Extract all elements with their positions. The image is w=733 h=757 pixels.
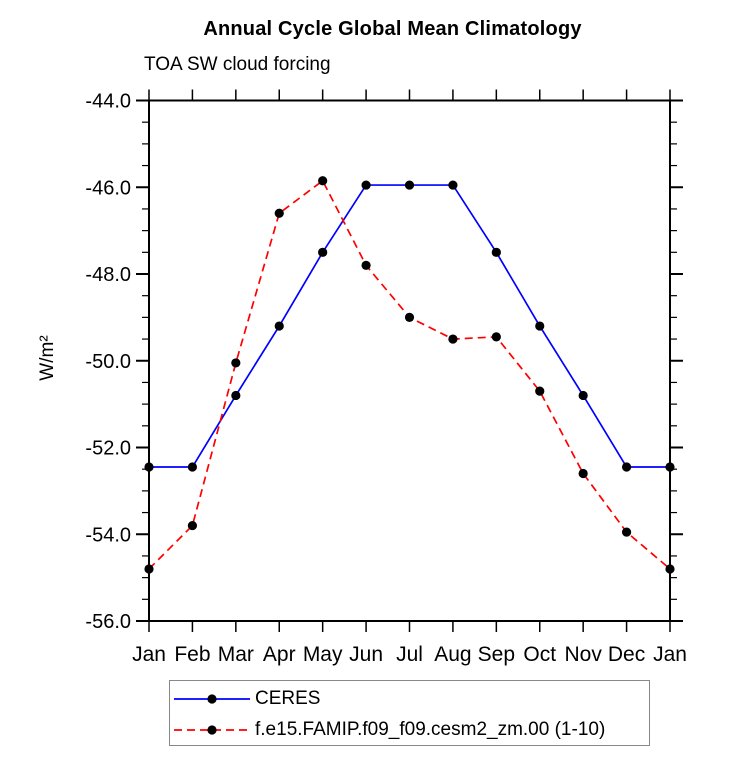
x-tick-label: Aug <box>434 643 471 666</box>
chart-title: Annual Cycle Global Mean Climatology <box>203 18 582 40</box>
y-tick-label: -44.0 <box>85 91 131 113</box>
x-tick-label: Apr <box>263 643 296 666</box>
plot-frame <box>148 99 671 622</box>
x-tick-label: Jan <box>653 643 687 666</box>
series-1-marker <box>361 260 371 270</box>
series-1-marker <box>274 208 284 218</box>
y-tick-label: -54.0 <box>85 524 131 546</box>
series-1-marker <box>404 312 415 322</box>
x-tick-label: May <box>303 643 343 666</box>
series-0-marker <box>361 180 371 190</box>
series-0-marker <box>404 180 415 190</box>
series-1-marker <box>231 358 241 368</box>
series-1-marker <box>144 564 154 574</box>
x-tick-label: Nov <box>564 643 602 666</box>
series-0-marker <box>621 462 632 472</box>
legend-label-model: f.e15.FAMIP.f09_f09.cesm2_zm.00 (1-10) <box>255 718 606 740</box>
y-tick-label: -46.0 <box>85 177 131 199</box>
legend-row-ceres: CERES <box>173 683 649 714</box>
series-1-marker <box>621 527 632 537</box>
y-tick-label: -52.0 <box>85 438 131 460</box>
x-tick-label: Jan <box>132 643 166 666</box>
y-tick-label: -50.0 <box>85 351 131 373</box>
x-tick-label: Feb <box>174 643 210 666</box>
legend-marker-dot-icon <box>207 724 217 735</box>
x-tick-label: Sep <box>478 643 515 666</box>
series-0-marker <box>578 390 588 401</box>
series-1-marker <box>318 176 328 186</box>
legend: CERES f.e15.FAMIP.f09_f09.cesm2_zm.00 (1… <box>169 680 650 746</box>
series-0-marker <box>144 462 154 472</box>
series-1-marker <box>448 334 458 344</box>
series-1-marker <box>535 386 545 396</box>
series-0-marker <box>274 321 284 331</box>
series-0-marker <box>535 321 545 331</box>
y-tick-label: -48.0 <box>85 264 131 286</box>
series-0-marker <box>491 247 501 257</box>
x-tick-label: Jun <box>349 643 383 666</box>
series-1-marker <box>665 564 675 574</box>
x-tick-label: Jul <box>396 643 423 666</box>
series-0-marker <box>665 462 675 472</box>
chart-subtitle: TOA SW cloud forcing <box>144 54 331 75</box>
series-0-marker <box>448 180 458 190</box>
legend-row-model: f.e15.FAMIP.f09_f09.cesm2_zm.00 (1-10) <box>173 714 649 745</box>
series-line-0 <box>149 184 670 468</box>
series-0-marker <box>318 247 328 257</box>
legend-marker-dot-icon <box>207 693 217 704</box>
x-tick-label: Mar <box>218 643 254 666</box>
series-0-marker <box>187 462 198 472</box>
series-1-marker <box>187 520 198 531</box>
series-1-marker <box>491 332 501 342</box>
x-tick-label: Oct <box>523 643 556 666</box>
legend-label-ceres: CERES <box>255 687 321 709</box>
x-tick-label: Dec <box>608 643 645 666</box>
series-1-marker <box>578 468 588 479</box>
series-line-1 <box>148 179 671 570</box>
y-tick-label: -56.0 <box>85 611 131 633</box>
series-0-marker <box>231 390 241 401</box>
legend-line-model-icon <box>174 724 250 735</box>
legend-line-ceres-icon <box>174 693 250 704</box>
